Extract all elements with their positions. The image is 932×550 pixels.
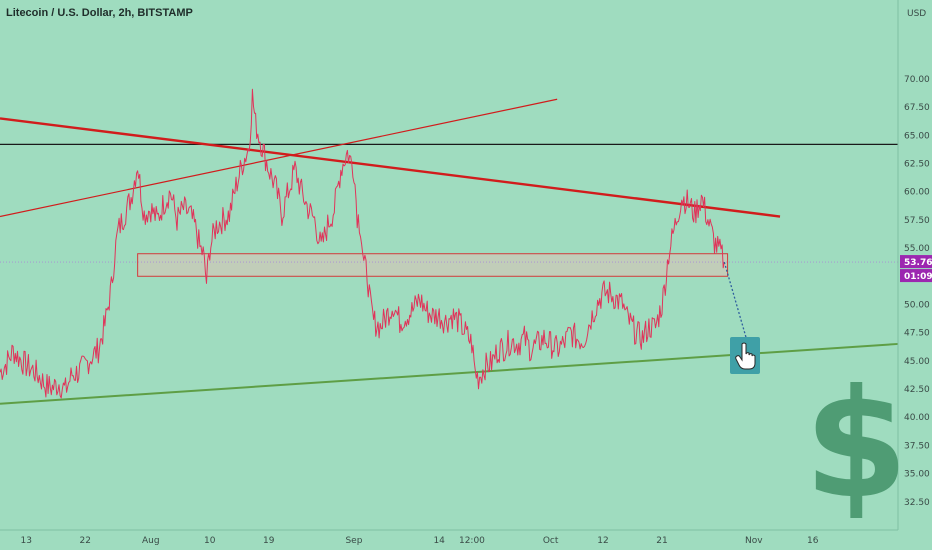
currency-label: USD (907, 9, 926, 19)
time-tick-label: Aug (142, 536, 160, 546)
price-tick-label: 45.00 (904, 357, 930, 367)
descending-resistance-line (0, 117, 781, 218)
price-ticks: 32.50 35.00 37.50 40.00 42.50 45.00 47.50 50.00… (904, 75, 930, 508)
chart-title: Litecoin / U.S. Dollar, 2h, BITSTAMP (6, 7, 193, 19)
price-tick-label: 57.50 (904, 216, 930, 226)
time-tick-label: 16 (807, 536, 819, 546)
time-tick-label: 12 (597, 536, 608, 546)
ascending-trendline (0, 98, 558, 218)
price-layer (0, 88, 725, 399)
price-tick-label: 62.50 (904, 160, 930, 170)
time-tick-label: 14 (433, 536, 445, 546)
time-tick-label: 10 (204, 536, 216, 546)
time-tick-label: 22 (79, 536, 90, 546)
price-tick-label: 40.00 (904, 413, 930, 423)
last-price-value: 53.76 (904, 258, 932, 268)
price-axis[interactable]: USD (897, 0, 926, 530)
time-tick-label: Oct (543, 536, 559, 546)
countdown-value: 01:09 (904, 272, 932, 282)
dollar-sign-icon: $ (804, 358, 908, 532)
price-series-line (0, 88, 725, 399)
hand-pointer-icon (730, 337, 760, 374)
price-tick-label: 65.00 (904, 131, 930, 141)
price-tick-label: 47.50 (904, 329, 930, 339)
time-tick-label: Sep (345, 536, 362, 546)
time-tick-label: 13 (20, 536, 31, 546)
price-tick-label: 35.00 (904, 470, 930, 480)
last-price-tag: 53.76 (900, 255, 932, 269)
price-tick-label: 32.50 (904, 498, 930, 508)
price-tick-label: 50.00 (904, 300, 930, 310)
time-tick-label: 21 (656, 536, 667, 546)
time-tick-label: 12:00 (459, 536, 485, 546)
time-tick-label: Nov (745, 536, 763, 546)
price-tick-label: 67.50 (904, 103, 930, 113)
price-tick-label: 70.00 (904, 75, 930, 85)
demand-zone (137, 253, 729, 277)
price-tick-label: 37.50 (904, 441, 930, 451)
price-tick-label: 60.00 (904, 188, 930, 198)
price-tick-label: 55.00 (904, 244, 930, 254)
time-tick-label: 19 (263, 536, 275, 546)
price-tick-label: 42.50 (904, 385, 930, 395)
time-ticks: 13 22 Aug 10 19 Sep 14 12:00 Oct 12 21 Nov 16 (20, 536, 818, 546)
countdown-tag: 01:09 (900, 269, 932, 283)
